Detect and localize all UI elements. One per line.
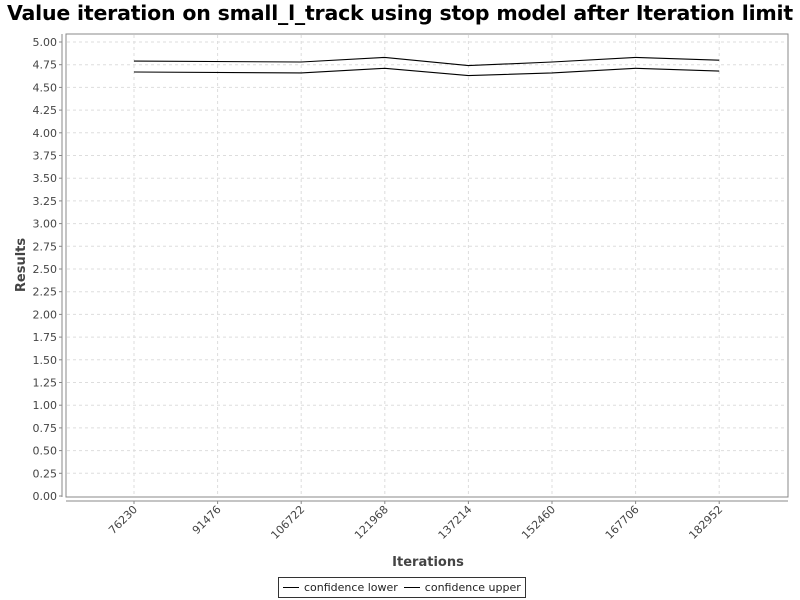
x-tick-label: 91476 — [190, 503, 224, 537]
y-tick-label: 3.50 — [33, 172, 58, 185]
y-tick-label: 3.00 — [33, 218, 58, 231]
legend-swatch-icon — [283, 587, 299, 588]
y-tick-label: 1.25 — [33, 377, 58, 390]
y-tick-label: 3.25 — [33, 195, 58, 208]
legend-label: confidence lower — [304, 581, 398, 594]
y-tick-label: 1.75 — [33, 331, 58, 344]
legend-item-confidence-lower: confidence lower — [283, 581, 398, 594]
legend-item-confidence-upper: confidence upper — [403, 581, 521, 594]
y-axis-label: Results — [14, 238, 29, 292]
y-tick-label: 4.00 — [33, 127, 58, 140]
x-tick-label: 76230 — [106, 503, 140, 537]
plot-area — [65, 33, 789, 498]
y-tick-label: 0.50 — [33, 445, 58, 458]
y-tick-label: 2.75 — [33, 240, 58, 253]
y-tick-label: 0.75 — [33, 422, 58, 435]
y-tick-label: 1.50 — [33, 354, 58, 367]
y-tick-label: 2.25 — [33, 286, 58, 299]
x-tick-label: 167706 — [603, 503, 642, 542]
y-axis: 0.00 0.25 0.50 0.75 1.00 1.25 1.50 1.75 2.00 2.25… — [33, 34, 63, 503]
x-tick-label: 106722 — [268, 503, 307, 542]
x-axis-label: Iterations — [392, 555, 464, 570]
x-tick-label: 182952 — [686, 503, 725, 542]
y-tick-label: 0.25 — [33, 467, 58, 480]
series-lines — [133, 56, 720, 77]
y-tick-label: 1.00 — [33, 399, 58, 412]
grid-lines — [67, 35, 787, 496]
y-tick-label: 2.00 — [33, 308, 58, 321]
legend: confidence lower confidence upper — [278, 577, 526, 598]
y-tick-label: 0.00 — [33, 490, 58, 503]
y-tick-label: 4.25 — [33, 104, 58, 117]
x-tick-label: 137214 — [436, 503, 475, 542]
series-line-confidence-lower — [133, 67, 720, 77]
series-line-confidence-upper — [133, 56, 720, 67]
chart-title: Value iteration on small_l_track using s… — [7, 1, 793, 25]
y-tick-label: 3.75 — [33, 150, 58, 163]
legend-label: confidence upper — [424, 581, 521, 594]
x-tick-label: 121968 — [352, 503, 391, 542]
x-tick-label: 152460 — [519, 503, 558, 542]
legend-swatch-icon — [403, 587, 420, 588]
y-tick-label: 2.50 — [33, 263, 58, 276]
y-tick-label: 4.75 — [33, 59, 58, 72]
y-tick-label: 5.00 — [33, 36, 58, 49]
y-tick-label: 4.50 — [33, 81, 58, 94]
x-axis: 76230 91476 106722 121968 137214 152460 167706… — [66, 500, 788, 542]
